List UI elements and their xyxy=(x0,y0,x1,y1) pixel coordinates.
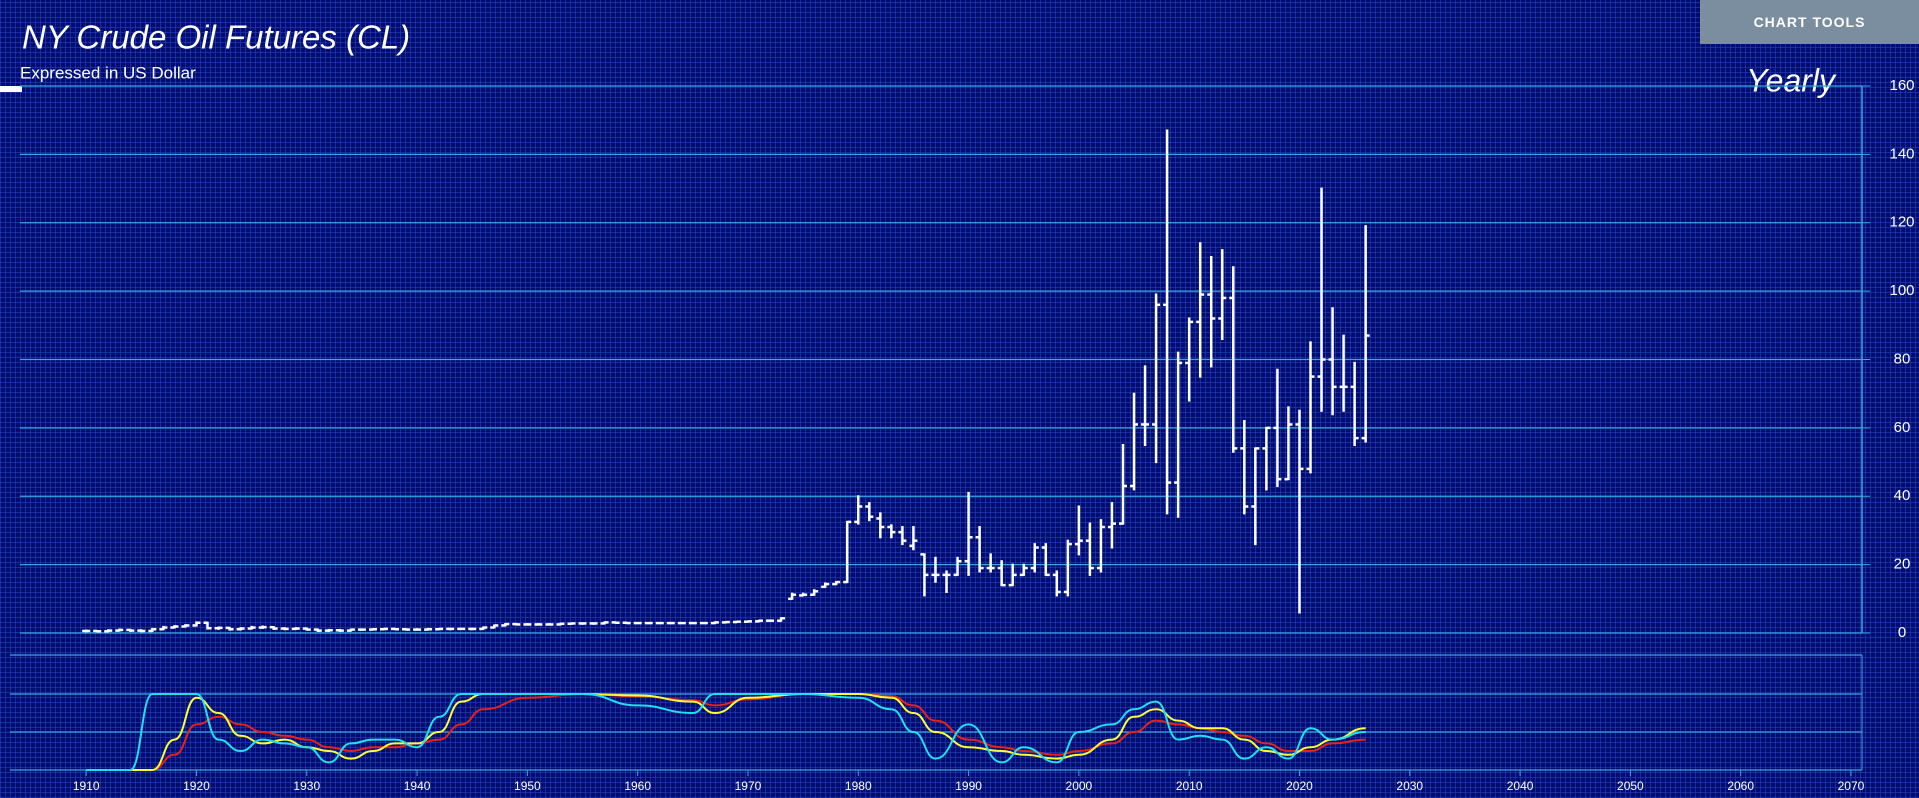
x-tick-label: 2030 xyxy=(1396,779,1423,793)
chart-title: NY Crude Oil Futures (CL) xyxy=(22,19,410,56)
chart-tools-button[interactable]: CHART TOOLS xyxy=(1700,0,1919,44)
x-tick-label: 2010 xyxy=(1176,779,1203,793)
y-tick-label: 20 xyxy=(1894,556,1911,573)
oscillator-line xyxy=(86,692,1366,771)
x-tick-label: 2040 xyxy=(1507,779,1534,793)
x-tick-label: 1930 xyxy=(293,779,320,793)
period-label: Yearly xyxy=(1746,62,1837,98)
x-tick-label: 1940 xyxy=(404,779,431,793)
oscillator-line xyxy=(86,693,1366,771)
y-tick-label: 0 xyxy=(1898,624,1906,641)
x-tick-label: 1920 xyxy=(183,779,210,793)
y-tick-label: 120 xyxy=(1889,214,1914,231)
x-tick-label: 1980 xyxy=(845,779,872,793)
y-tick-label: 160 xyxy=(1889,77,1914,94)
x-tick-label: 2020 xyxy=(1286,779,1313,793)
x-tick-label: 1970 xyxy=(735,779,762,793)
x-tick-label: 1990 xyxy=(955,779,982,793)
chart-subtitle: Expressed in US Dollar xyxy=(20,63,196,82)
y-tick-label: 80 xyxy=(1894,350,1911,367)
x-tick-label: 2070 xyxy=(1838,779,1865,793)
y-tick-label: 40 xyxy=(1894,487,1911,504)
marker xyxy=(0,86,22,92)
x-tick-label: 2060 xyxy=(1727,779,1754,793)
x-tick-label: 2050 xyxy=(1617,779,1644,793)
x-tick-label: 1960 xyxy=(624,779,651,793)
x-tick-label: 1910 xyxy=(73,779,100,793)
y-tick-label: 100 xyxy=(1889,282,1914,299)
x-tick-label: 2000 xyxy=(1066,779,1093,793)
x-tick-label: 1950 xyxy=(514,779,541,793)
y-tick-label: 140 xyxy=(1889,145,1914,162)
y-tick-label: 60 xyxy=(1894,419,1911,436)
